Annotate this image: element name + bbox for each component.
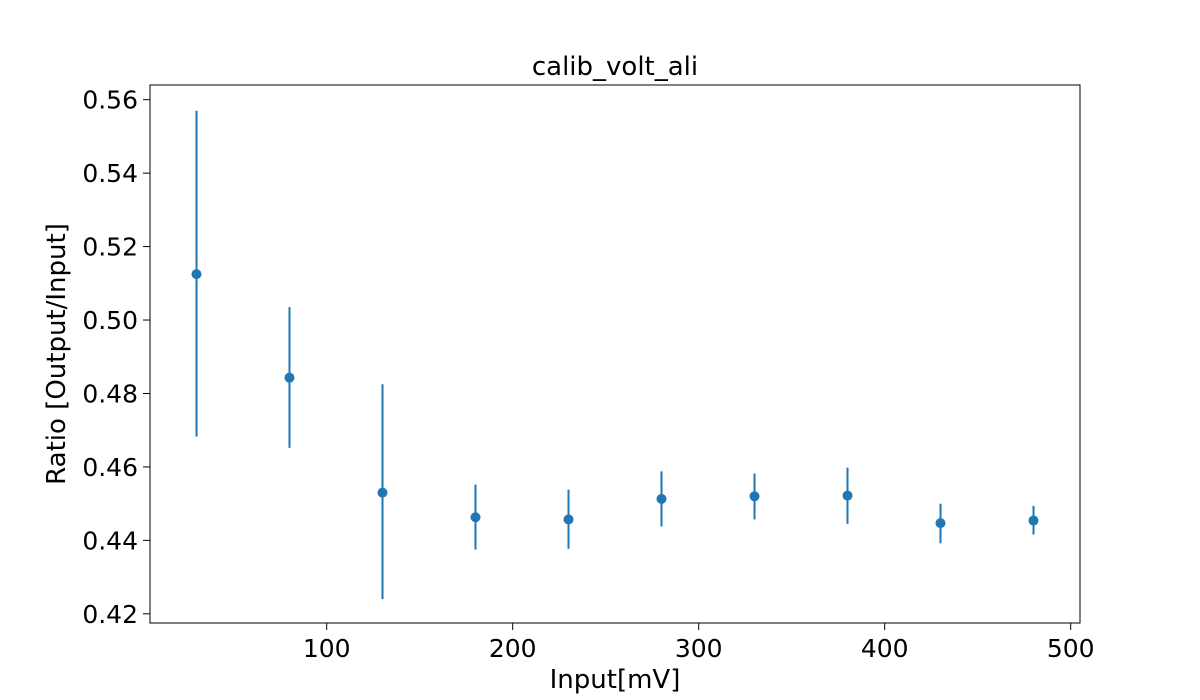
y-axis: 0.42 0.44 0.46 0.48 0.50 0.52 0.54 0.56 [82,86,150,629]
y-tick-label: 0.42 [82,600,138,629]
y-tick-label: 0.52 [82,233,138,262]
plot-frame [149,84,1081,624]
y-axis-label: Ratio [Output/Input] [42,223,72,485]
data-point [656,493,667,504]
x-axis-label: Input[mV] [550,665,681,695]
data-point [563,514,574,525]
chart-title: calib_volt_ali [532,52,698,82]
data-point [749,491,760,502]
y-tick-label: 0.56 [82,86,138,115]
plot-area [191,110,1039,600]
data-point [935,518,946,529]
x-tick-label: 500 [1047,634,1095,663]
y-tick-label: 0.54 [82,159,138,188]
x-tick-label: 200 [489,634,537,663]
y-tick-label: 0.46 [82,453,138,482]
data-point [470,512,481,523]
x-tick-label: 400 [861,634,909,663]
y-tick-label: 0.48 [82,379,138,408]
x-axis: 100 200 300 400 500 [303,623,1095,663]
y-tick-label: 0.44 [82,526,138,555]
data-point [1028,515,1039,526]
data-point [377,487,388,498]
data-point [842,490,853,501]
data-point [191,269,202,280]
x-tick-label: 300 [675,634,723,663]
x-tick-label: 100 [303,634,351,663]
y-tick-label: 0.50 [82,306,138,335]
data-point [284,372,295,383]
